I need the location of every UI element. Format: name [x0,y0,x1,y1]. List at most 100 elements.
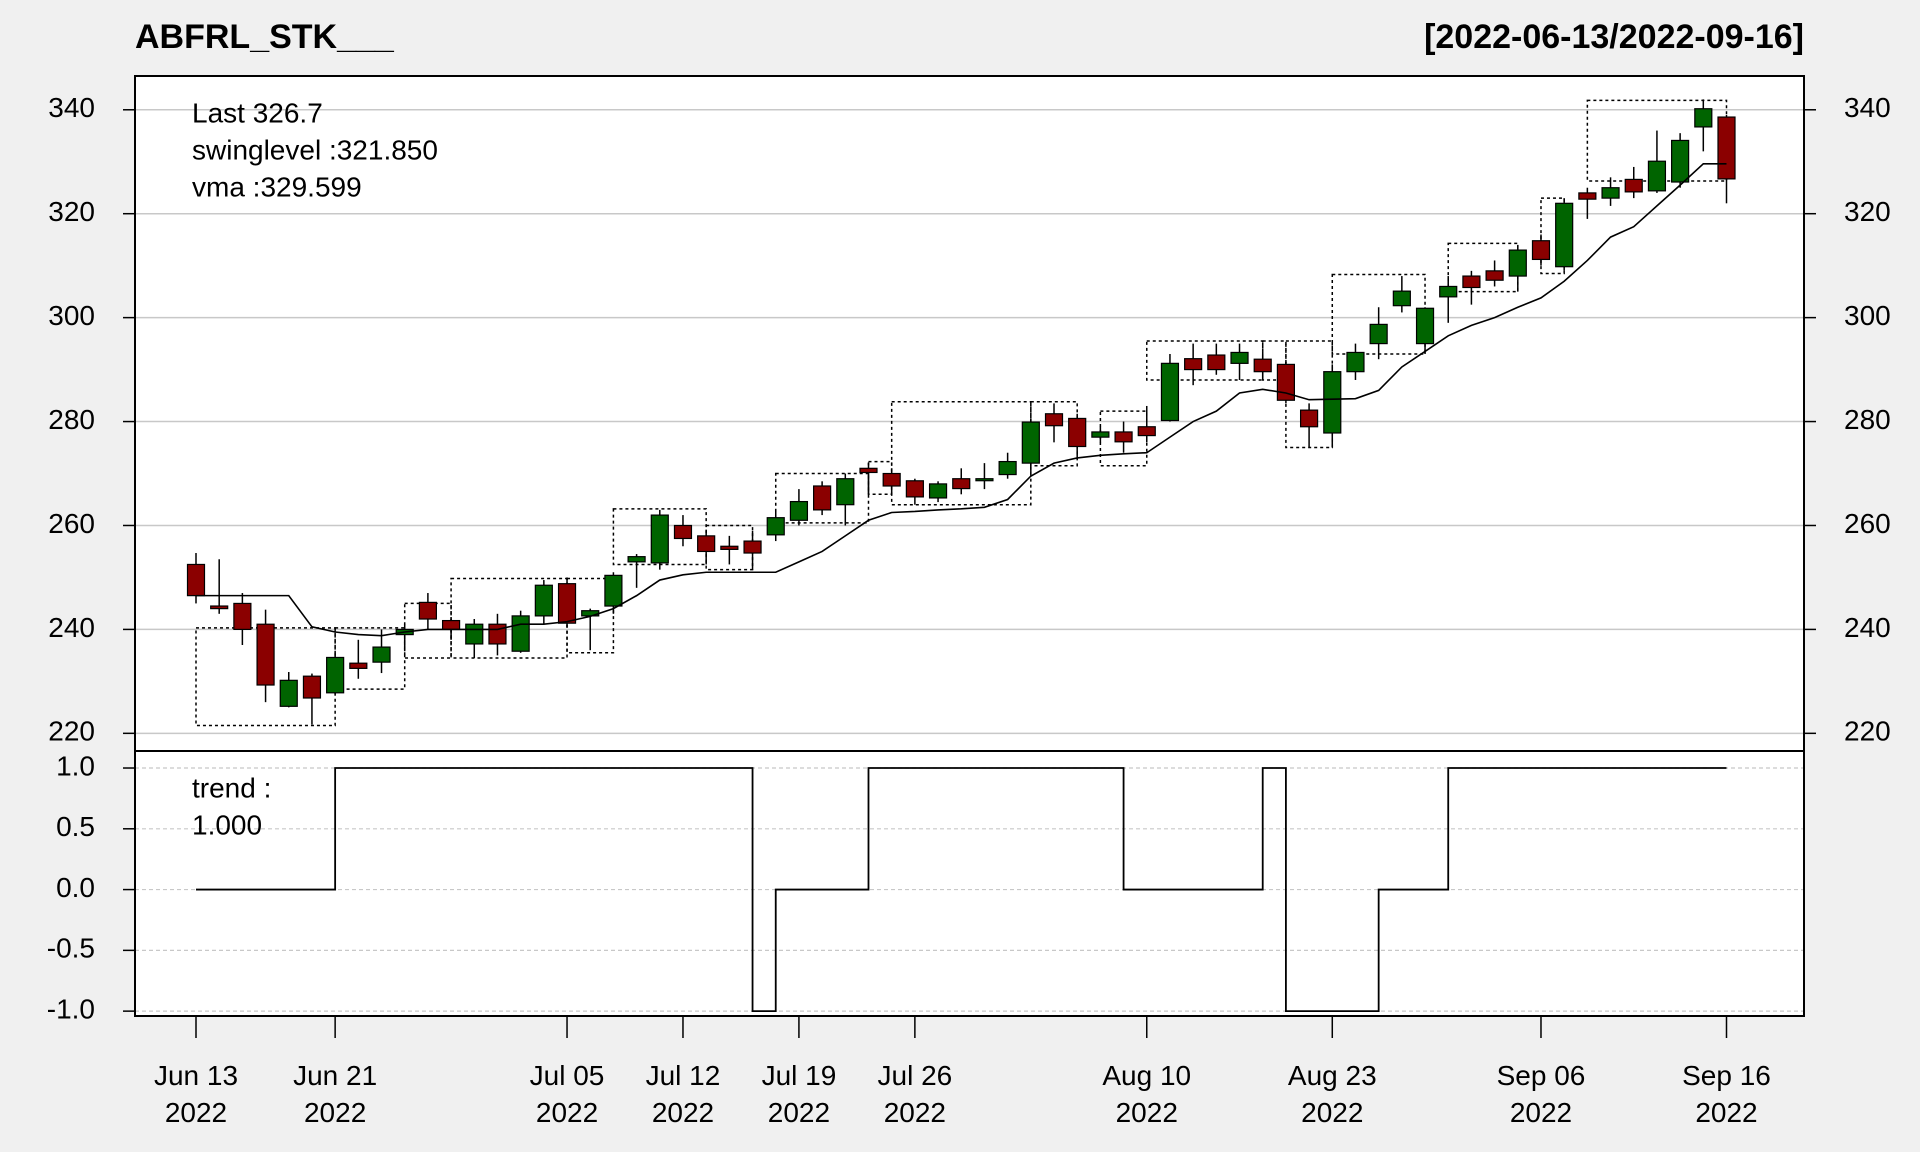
candle-body [1485,270,1504,281]
candle-body [1253,358,1272,373]
x-tick-label: Sep 16 2022 [1682,1060,1771,1128]
candle-body [488,623,507,645]
candle-body [233,602,252,631]
y-tick-label: 320 [48,196,95,227]
chart-title: ABFRL_STK___ [135,18,395,56]
candle-body [1601,187,1620,199]
x-tick-label-line: Jun 13 [154,1060,238,1091]
candle-body [1717,116,1736,180]
vma-line [196,163,1727,637]
candle-body [1415,307,1435,345]
candle-body [859,467,878,474]
x-tick-label-line: Sep 06 [1497,1060,1586,1091]
candle-body [1578,192,1597,200]
candle-body [1299,409,1319,428]
y-tick-label: 220 [48,716,95,747]
y-tick-label: 340 [1844,92,1891,123]
legend-text: swinglevel :321.850 [192,134,438,165]
x-tick-label-line: 2022 [1510,1097,1572,1128]
candle-body [1114,431,1133,443]
y-tick-label: 240 [48,612,95,643]
candle-body [1207,354,1226,371]
x-tick-label-line: Aug 10 [1102,1060,1191,1091]
candle-body [1276,363,1296,401]
candle-body [998,460,1017,476]
candle-body [1462,275,1481,289]
y-tick-label: 0.5 [56,811,95,842]
swing-box [867,460,893,496]
plot-background [135,76,1804,1016]
x-tick-label-line: 2022 [1301,1097,1363,1128]
candle-body [1694,108,1713,128]
swing-box [1447,242,1519,293]
x-tick-label: Jul 26 2022 [878,1060,953,1128]
legend-text: trend : [192,772,271,803]
candle-body [743,540,762,554]
y-tick-label: 340 [48,92,95,123]
legend-text: 1.000 [192,809,262,840]
y-tick-label: 0.0 [56,872,95,903]
x-tick-label: Jul 05 2022 [530,1060,605,1128]
candle-body [1068,417,1087,448]
legend-text: vma :329.599 [192,171,362,202]
y-tick-label: 260 [1844,508,1891,539]
swing-box [450,577,568,659]
x-tick-label-line: 2022 [768,1097,830,1128]
candle-body [1044,413,1064,427]
candle-body [1439,285,1458,298]
swing-box [774,472,870,524]
candle-body [650,514,669,564]
candle-body [1230,351,1249,364]
y-tick-label: 240 [1844,612,1891,643]
trend-line [196,767,1727,1013]
x-tick-label-line: 2022 [165,1097,227,1128]
candle-body [1624,178,1643,193]
y-tick-label: 260 [48,508,95,539]
y-tick-label: 320 [1844,196,1891,227]
x-tick-label-line: Sep 16 [1682,1060,1771,1091]
candle-body [557,583,577,624]
x-tick-label: Aug 23 2022 [1288,1060,1377,1128]
candle-body [511,615,530,652]
plot-frame [134,75,1805,1017]
candle-body [210,605,229,610]
x-tick-label-line: 2022 [884,1097,946,1128]
candle-body [905,480,924,498]
x-tick-label: Aug 10 2022 [1102,1060,1191,1128]
candle-body [418,601,437,620]
candle-body [627,556,646,563]
candle-body [534,584,553,617]
x-tick-label-line: Jul 05 [530,1060,605,1091]
candle-body [673,524,693,540]
candle-body [1160,362,1180,422]
y-tick-label: 280 [48,404,95,435]
swing-box [1146,340,1264,381]
x-tick-label: Jul 19 2022 [762,1060,837,1128]
swing-box [890,401,1032,506]
candle-body [1021,421,1040,464]
candle-body [928,483,948,499]
x-tick-label-line: Aug 23 [1288,1060,1377,1091]
candle-body [465,623,484,645]
candle-body [302,675,322,699]
candle-body [186,563,206,597]
candle-body [952,478,971,490]
candle-body [789,500,809,521]
candle-body [697,535,716,553]
x-tick-label-line: 2022 [652,1097,714,1128]
y-tick-label: 280 [1844,404,1891,435]
candle-body [279,679,298,707]
candle-body [1091,431,1110,438]
candle-body [349,662,368,669]
x-tick-label-line: Jul 19 [762,1060,837,1091]
y-tick-label: -0.5 [47,933,95,964]
candle-body [1323,371,1342,434]
candle-body [1508,249,1527,277]
candle-body [1184,358,1203,371]
y-tick-label: -1.0 [47,994,95,1025]
x-tick-label-line: 2022 [1695,1097,1757,1128]
candle-body [1555,202,1574,268]
candle-body [1647,160,1667,192]
candle-body [441,619,461,631]
candle-body [836,478,855,506]
